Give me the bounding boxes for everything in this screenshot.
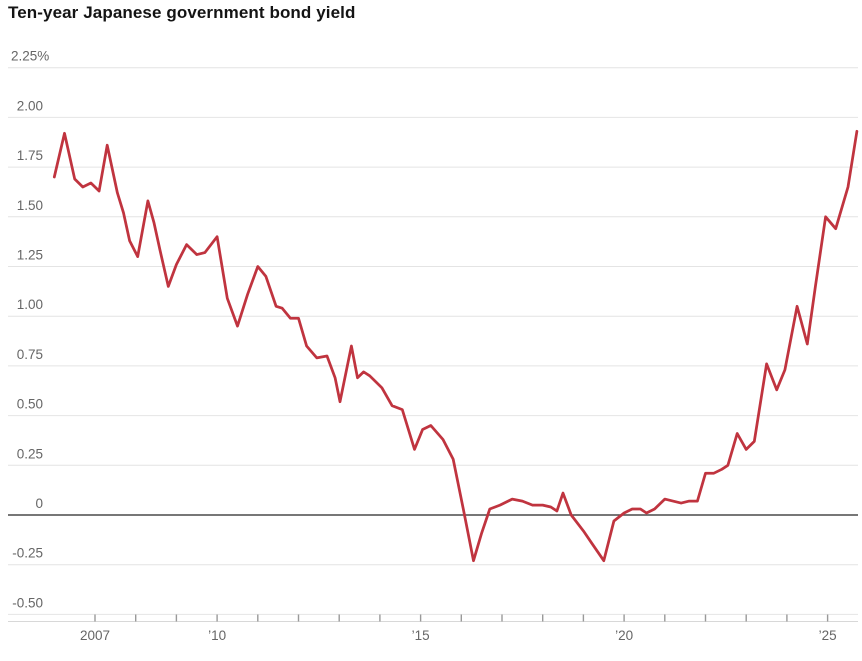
y-axis-label: -0.50 xyxy=(12,595,43,610)
yield-line-series xyxy=(52,129,859,563)
x-axis-label: ’20 xyxy=(615,628,633,643)
x-axis-label: 2007 xyxy=(80,628,110,643)
y-axis-label: 0.25 xyxy=(17,446,43,461)
x-axis-label: ’15 xyxy=(412,628,430,643)
chart-title: Ten-year Japanese government bond yield xyxy=(8,3,356,22)
y-axis-label: 0.75 xyxy=(17,347,43,362)
y-axis-label: 0.50 xyxy=(17,397,43,412)
y-axis-label: 1.25 xyxy=(17,248,43,263)
y-axis-label: 2.25% xyxy=(11,49,49,64)
y-axis-label: 1.50 xyxy=(17,198,43,213)
y-axis-label: 2.00 xyxy=(17,98,43,113)
x-axis-label: ’10 xyxy=(208,628,226,643)
x-axis-label: ’25 xyxy=(819,628,837,643)
y-axis-label: 1.75 xyxy=(17,148,43,163)
y-axis-label: 1.00 xyxy=(17,297,43,312)
y-axis-label: -0.25 xyxy=(12,546,43,561)
y-axis-label: 0 xyxy=(35,496,43,511)
